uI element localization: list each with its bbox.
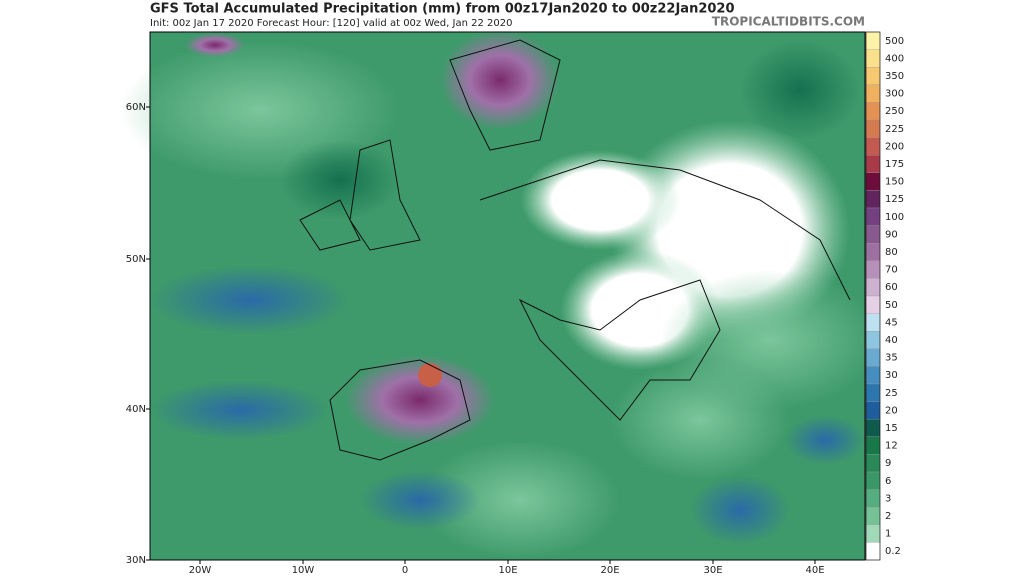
colorbar-frame <box>865 31 881 561</box>
precip-area <box>150 265 350 335</box>
colorbar-swatch <box>865 383 881 402</box>
colorbar-label: 175 <box>885 159 904 170</box>
colorbar-label: 40 <box>885 335 898 346</box>
lat-label: 50N <box>126 254 146 265</box>
colorbar-label: 0.2 <box>885 546 901 557</box>
colorbar-label: 12 <box>885 441 898 452</box>
lat-label: 60N <box>126 102 146 113</box>
colorbar-label: 200 <box>885 141 904 152</box>
lon-label: 10E <box>498 565 517 576</box>
axis-labels: 60N 50N 40N 30N 20W 10W 0 10E 20E 30E 40E <box>126 102 825 576</box>
colorbar: 5004003503002502252001751501251009080706… <box>865 31 904 561</box>
colorbar-label: 150 <box>885 177 904 188</box>
colorbar-label: 25 <box>885 388 898 399</box>
colorbar-swatch <box>865 137 881 156</box>
lon-label: 40E <box>805 565 824 576</box>
precip-area <box>280 140 400 220</box>
colorbar-swatch <box>865 190 881 209</box>
colorbar-swatch <box>865 225 881 244</box>
colorbar-label: 350 <box>885 71 904 82</box>
colorbar-swatch <box>865 313 881 332</box>
colorbar-label: 2 <box>885 511 891 522</box>
colorbar-label: 1 <box>885 529 891 540</box>
colorbar-label: 250 <box>885 106 904 117</box>
colorbar-swatch <box>865 207 881 226</box>
colorbar-swatch <box>865 489 881 508</box>
colorbar-swatch <box>865 366 881 385</box>
colorbar-swatch <box>865 278 881 297</box>
colorbar-label: 15 <box>885 423 898 434</box>
lat-label: 30N <box>126 555 146 566</box>
colorbar-swatch <box>865 31 881 50</box>
colorbar-swatch <box>865 419 881 437</box>
colorbar-label: 400 <box>885 53 904 64</box>
colorbar-label: 20 <box>885 405 898 416</box>
precip-area <box>345 355 495 445</box>
lat-label: 40N <box>126 404 146 415</box>
colorbar-label: 225 <box>885 124 904 135</box>
colorbar-label: 100 <box>885 212 904 223</box>
colorbar-swatch <box>865 471 881 490</box>
lon-label: 0 <box>402 565 408 576</box>
colorbar-label: 300 <box>885 89 904 100</box>
subtitle: Init: 00z Jan 17 2020 Forecast Hour: [12… <box>150 18 512 29</box>
colorbar-label: 35 <box>885 353 898 364</box>
colorbar-swatch <box>865 243 881 261</box>
colorbar-swatch <box>865 260 881 279</box>
colorbar-label: 45 <box>885 317 898 328</box>
precip-area <box>440 30 560 130</box>
lon-label: 30E <box>703 565 722 576</box>
colorbar-swatch <box>865 155 881 173</box>
colorbar-label: 70 <box>885 265 898 276</box>
precip-area <box>740 40 860 140</box>
colorbar-swatch <box>865 331 881 349</box>
lon-label: 20W <box>189 565 212 576</box>
colorbar-label: 3 <box>885 493 891 504</box>
precip-area <box>785 415 865 465</box>
colorbar-label: 500 <box>885 36 904 47</box>
colorbar-label: 6 <box>885 476 891 487</box>
colorbar-label: 9 <box>885 458 891 469</box>
colorbar-swatch <box>865 436 881 455</box>
colorbar-swatch <box>865 348 881 367</box>
colorbar-swatch <box>865 542 881 561</box>
precip-area <box>690 475 790 545</box>
colorbar-label: 50 <box>885 300 898 311</box>
precip-area <box>420 440 620 560</box>
colorbar-label: 80 <box>885 247 898 258</box>
lon-label: 20E <box>600 565 619 576</box>
precip-area <box>520 150 680 250</box>
colorbar-swatch <box>865 295 881 314</box>
title: GFS Total Accumulated Precipitation (mm)… <box>150 2 735 17</box>
precip-area <box>418 363 442 387</box>
map <box>120 30 880 561</box>
colorbar-label: 90 <box>885 229 898 240</box>
colorbar-swatch <box>865 507 881 525</box>
colorbar-label: 125 <box>885 194 904 205</box>
precip-area <box>610 360 790 480</box>
colorbar-swatch <box>865 67 881 85</box>
colorbar-swatch <box>865 102 881 121</box>
watermark: TROPICALTIDBITS.COM <box>712 15 865 29</box>
lon-label: 10W <box>292 565 315 576</box>
colorbar-label: 60 <box>885 282 898 293</box>
precip-area <box>150 380 330 440</box>
coastline <box>299 39 851 461</box>
colorbar-label: 30 <box>885 370 898 381</box>
colorbar-swatch <box>865 524 881 543</box>
precip-area <box>360 470 480 530</box>
colorbar-swatch <box>865 401 881 420</box>
precip-area <box>185 33 245 57</box>
colorbar-swatch <box>865 84 881 103</box>
colorbar-swatch <box>865 119 881 138</box>
colorbar-swatch <box>865 172 881 191</box>
colorbar-swatch <box>865 454 881 473</box>
colorbar-swatch <box>865 49 881 68</box>
